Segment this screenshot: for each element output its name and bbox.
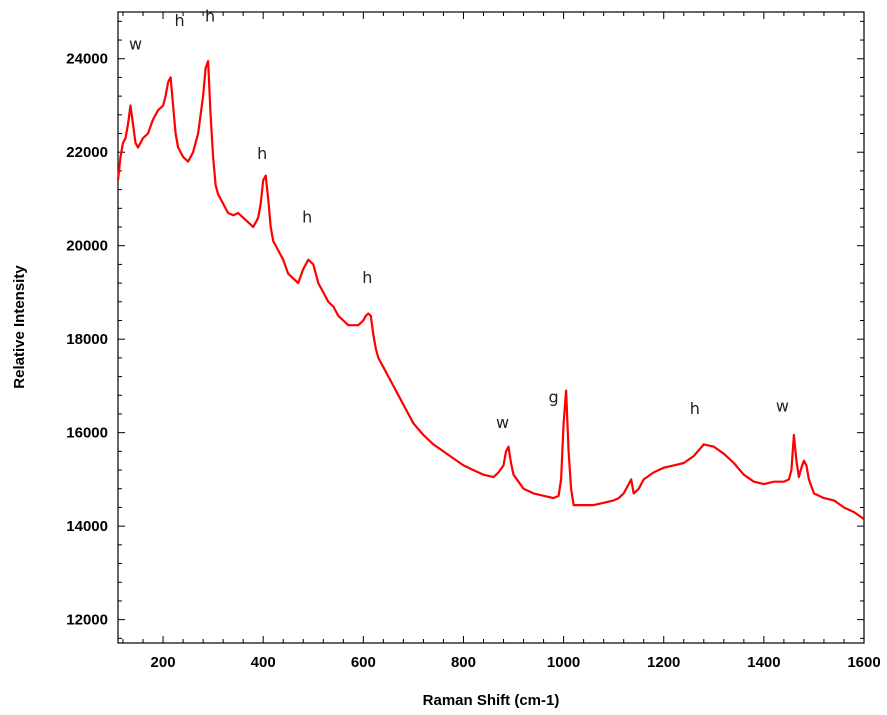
x-tick-label: 1000 bbox=[547, 654, 580, 671]
peak-label-h: h bbox=[175, 11, 185, 30]
x-tick-label: 400 bbox=[251, 654, 276, 671]
peak-label-w: w bbox=[496, 413, 509, 432]
y-tick-label: 24000 bbox=[66, 51, 108, 68]
x-tick-label: 200 bbox=[151, 654, 176, 671]
x-axis-ticks: 200 400 600 800 1000 1200 1400 1600 bbox=[122, 12, 881, 671]
x-tick-label: 1200 bbox=[647, 654, 680, 671]
y-tick-label: 14000 bbox=[66, 518, 108, 535]
y-axis-ticks: 12000 14000 16000 18000 20000 22000 24000 bbox=[66, 20, 864, 639]
x-tick-label: 600 bbox=[351, 654, 376, 671]
x-axis-title: Raman Shift (cm-1) bbox=[423, 692, 560, 709]
plot-frame bbox=[117, 11, 865, 644]
x-tick-label: 800 bbox=[451, 654, 476, 671]
peak-label-h: h bbox=[257, 144, 267, 163]
y-tick-label: 18000 bbox=[66, 331, 108, 348]
x-tick-label: 1600 bbox=[847, 654, 880, 671]
peak-label-w: w bbox=[129, 34, 142, 53]
peak-label-h: h bbox=[302, 207, 312, 226]
y-tick-label: 20000 bbox=[66, 238, 108, 255]
peak-label-h: h bbox=[690, 399, 700, 418]
y-axis-title: Relative Intensity bbox=[11, 265, 28, 389]
spectrum-series-line bbox=[116, 60, 865, 521]
x-tick-label: 1400 bbox=[747, 654, 780, 671]
peak-label-g: g bbox=[549, 387, 559, 406]
peak-label-w: w bbox=[776, 397, 789, 416]
peak-label-h: h bbox=[362, 268, 372, 287]
y-tick-label: 22000 bbox=[66, 144, 108, 161]
peak-annotations: w h h h h h w g h w bbox=[129, 6, 789, 432]
y-tick-label: 16000 bbox=[66, 425, 108, 442]
y-tick-label: 12000 bbox=[66, 612, 108, 629]
peak-label-h: h bbox=[205, 6, 215, 25]
